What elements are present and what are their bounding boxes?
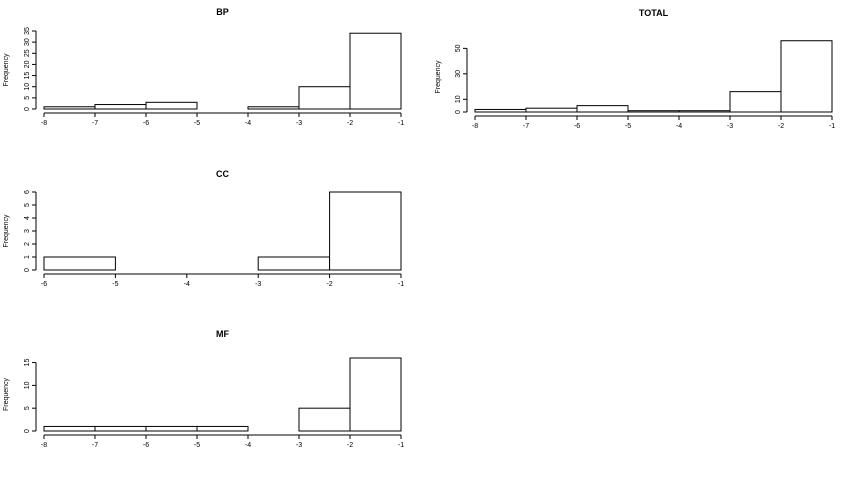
y-tick-label: 6 xyxy=(24,190,31,194)
x-tick-label: -5 xyxy=(194,442,200,449)
x-tick-label: -3 xyxy=(255,281,261,288)
histogram-bar xyxy=(729,91,782,113)
y-tick-label: 25 xyxy=(24,49,31,57)
x-tick-label: -6 xyxy=(574,123,580,130)
x-tick-label: -8 xyxy=(41,442,47,449)
x-tick-label: -2 xyxy=(778,123,784,130)
histogram-bar xyxy=(257,256,331,271)
histogram-bar xyxy=(329,191,402,271)
x-tick-label: -3 xyxy=(296,120,302,127)
x-tick-label: -6 xyxy=(41,281,47,288)
histogram-bar xyxy=(349,32,402,110)
panel-total: TOTAL Frequency -8 -7 -6 -5 -4 -3 -2 -1 0 10 30 50 xyxy=(435,8,835,130)
histogram-bar xyxy=(94,425,147,432)
y-tick-label: 15 xyxy=(24,72,31,80)
x-tick-label: -2 xyxy=(347,442,353,449)
y-tick-label: 0 xyxy=(455,110,462,114)
histogram-bar xyxy=(780,40,833,113)
histogram-bar xyxy=(627,110,680,113)
x-tick-label: -7 xyxy=(92,442,98,449)
y-axis-label: Frequency xyxy=(3,53,10,87)
x-tick-label: -4 xyxy=(245,442,251,449)
y-tick-label: 35 xyxy=(24,27,31,35)
y-tick-label: 5 xyxy=(24,203,31,207)
y-tick-label: 0 xyxy=(24,429,31,433)
x-tick-label: -6 xyxy=(143,120,149,127)
x-tick-label: -4 xyxy=(245,120,251,127)
histogram-bar xyxy=(678,110,731,113)
histogram-bar xyxy=(43,256,116,271)
y-tick-label: 5 xyxy=(24,406,31,410)
y-tick-label: 4 xyxy=(24,216,31,220)
x-tick-label: -4 xyxy=(184,281,190,288)
x-tick-label: -2 xyxy=(326,281,332,288)
x-tick-label: -6 xyxy=(143,442,149,449)
x-tick-label: -8 xyxy=(41,120,47,127)
x-tick-label: -7 xyxy=(523,123,529,130)
y-tick-label: 0 xyxy=(24,107,31,111)
y-tick-label: 2 xyxy=(24,242,31,246)
y-tick-label: 3 xyxy=(24,229,31,233)
x-tick-label: -2 xyxy=(347,120,353,127)
y-tick-label: 10 xyxy=(24,83,31,91)
x-tick-label: -1 xyxy=(398,281,404,288)
y-tick-label: 0 xyxy=(24,268,31,272)
histogram-bar xyxy=(576,105,629,113)
histogram-bar xyxy=(43,106,96,110)
y-tick-label: 30 xyxy=(24,38,31,46)
histogram-bar xyxy=(474,108,527,113)
panel-bp: BP Frequency -8 -7 -6 -5 -4 -3 -2 -1 0 5 10 15 20 25 30 3… xyxy=(3,7,404,127)
panel-mf: MF Frequency -8 -7 -6 -5 -4 -3 -2 -1 0 5 10 15 xyxy=(3,329,404,449)
y-axis-label: Frequency xyxy=(435,60,442,94)
y-tick-label: 20 xyxy=(24,60,31,68)
chart-title: BP xyxy=(216,7,229,17)
x-tick-label: -4 xyxy=(676,123,682,130)
histogram-bar xyxy=(298,407,351,432)
chart-title: TOTAL xyxy=(639,8,669,18)
y-tick-label: 5 xyxy=(24,96,31,100)
y-tick-label: 10 xyxy=(455,95,462,103)
x-tick-label: -1 xyxy=(398,442,404,449)
histogram-bar xyxy=(247,106,300,110)
y-tick-label: 1 xyxy=(24,255,31,259)
y-tick-label: 30 xyxy=(455,70,462,78)
x-tick-label: -3 xyxy=(296,442,302,449)
x-tick-label: -8 xyxy=(472,123,478,130)
x-tick-label: -7 xyxy=(92,120,98,127)
x-tick-label: -1 xyxy=(398,120,404,127)
histogram-bar xyxy=(298,86,351,110)
histogram-bar xyxy=(43,425,96,432)
chart-title: MF xyxy=(216,329,229,339)
x-tick-label: -5 xyxy=(194,120,200,127)
y-axis-label: Frequency xyxy=(3,377,10,411)
x-tick-label: -5 xyxy=(112,281,118,288)
x-tick-label: -1 xyxy=(829,123,835,130)
y-tick-label: 15 xyxy=(24,359,31,367)
x-tick-label: -3 xyxy=(727,123,733,130)
histogram-bar xyxy=(525,107,578,113)
x-tick-label: -5 xyxy=(625,123,631,130)
histogram-bar xyxy=(145,425,198,432)
histogram-bar xyxy=(196,425,249,432)
histogram-bar xyxy=(349,357,402,432)
y-axis-label: Frequency xyxy=(3,214,10,248)
y-tick-label: 10 xyxy=(24,381,31,389)
histogram-bar xyxy=(94,104,147,110)
histogram-bar xyxy=(145,101,198,110)
y-tick-label: 50 xyxy=(455,44,462,52)
chart-title: CC xyxy=(216,169,229,179)
panel-cc: CC Frequency -6 -5 -4 -3 -2 -1 0 1 2 3 4 5 6 xyxy=(3,169,404,288)
